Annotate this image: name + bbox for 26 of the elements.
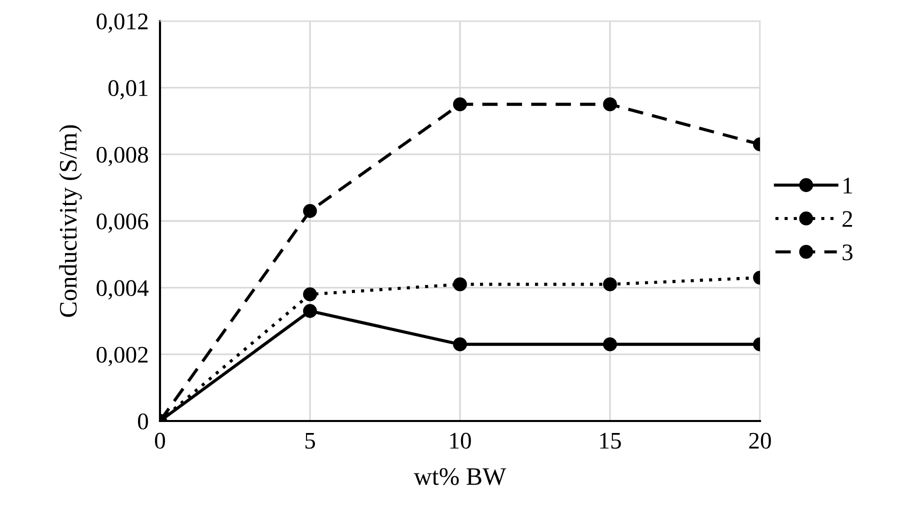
y-tick-label: 0,004 [96, 280, 149, 300]
x-tick-label: 15 [600, 432, 621, 449]
legend-label: 2 [842, 211, 852, 227]
legend-label: 1 [844, 178, 852, 194]
point [453, 337, 467, 352]
x-axis-title: wt% BW [414, 468, 506, 486]
x-tick-label: 10 [450, 432, 471, 449]
point [303, 204, 317, 218]
point [603, 337, 617, 352]
point [303, 304, 317, 318]
point [453, 97, 467, 112]
legend-label: 3 [842, 244, 852, 260]
point [603, 97, 617, 112]
y-tick-label: 0,008 [96, 146, 148, 166]
y-tick-label: 0,002 [96, 346, 148, 366]
y-tick-label: 0,01 [108, 80, 148, 100]
y-tick-label: 0,006 [96, 213, 148, 233]
y-axis-title: Conductivity (S/m) [59, 125, 82, 317]
x-tick-label: 0 [154, 432, 166, 449]
y-tick-label: 0,012 [96, 13, 148, 33]
y-tick-label: 0 [138, 413, 148, 430]
point [303, 287, 317, 302]
x-tick-label: 20 [749, 432, 771, 449]
point [453, 277, 467, 292]
point [603, 277, 617, 292]
x-tick-label: 5 [305, 433, 315, 449]
